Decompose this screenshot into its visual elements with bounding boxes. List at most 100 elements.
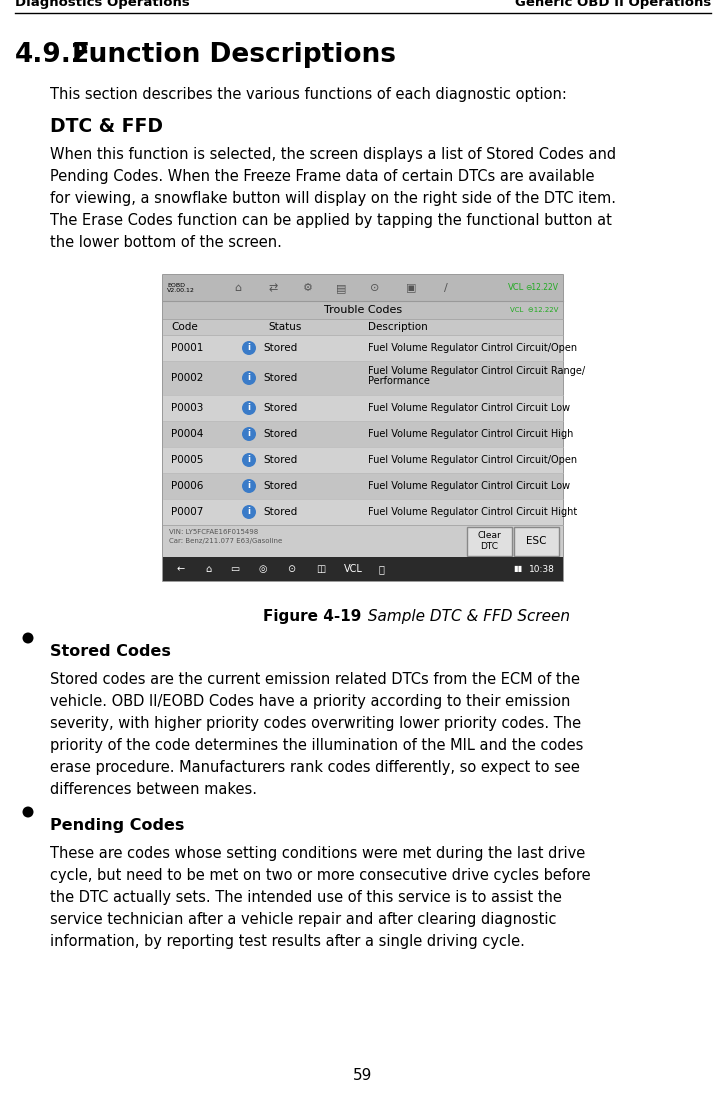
Bar bbox=[163, 525, 563, 557]
FancyBboxPatch shape bbox=[513, 526, 558, 556]
Text: service technician after a vehicle repair and after clearing diagnostic: service technician after a vehicle repai… bbox=[50, 912, 557, 927]
Bar bbox=[163, 335, 563, 361]
Text: Fuel Volume Regulator Cintrol Circuit/Open: Fuel Volume Regulator Cintrol Circuit/Op… bbox=[368, 455, 577, 465]
Text: ⊖12.22V: ⊖12.22V bbox=[525, 284, 558, 293]
Text: 4.9.2: 4.9.2 bbox=[15, 42, 90, 69]
Text: VIN: LY5FCFAE16F015498: VIN: LY5FCFAE16F015498 bbox=[169, 529, 258, 535]
Text: Stored: Stored bbox=[263, 507, 297, 517]
Text: ⌂: ⌂ bbox=[234, 283, 242, 293]
Bar bbox=[163, 319, 563, 335]
Text: P0004: P0004 bbox=[171, 429, 203, 439]
Text: Fuel Volume Regulator Cintrol Circuit Range/: Fuel Volume Regulator Cintrol Circuit Ra… bbox=[368, 366, 585, 376]
Circle shape bbox=[23, 807, 33, 818]
Text: the lower bottom of the screen.: the lower bottom of the screen. bbox=[50, 235, 282, 250]
Text: The Erase Codes function can be applied by tapping the functional button at: The Erase Codes function can be applied … bbox=[50, 213, 612, 228]
Text: ⬧: ⬧ bbox=[378, 564, 384, 573]
Text: i: i bbox=[248, 507, 250, 516]
Text: vehicle. OBD II/EOBD Codes have a priority according to their emission: vehicle. OBD II/EOBD Codes have a priori… bbox=[50, 694, 571, 709]
Text: P0002: P0002 bbox=[171, 373, 203, 383]
Text: Stored: Stored bbox=[263, 429, 297, 439]
Text: P0003: P0003 bbox=[171, 403, 203, 413]
Bar bbox=[163, 557, 563, 581]
Text: VCL: VCL bbox=[343, 564, 362, 573]
Text: ⚙: ⚙ bbox=[303, 283, 313, 293]
Text: /: / bbox=[444, 283, 448, 293]
Text: i: i bbox=[248, 430, 250, 439]
Text: Stored: Stored bbox=[263, 343, 297, 352]
Text: DTC & FFD: DTC & FFD bbox=[50, 117, 163, 136]
Text: Fuel Volume Regulator Cintrol Circuit Low: Fuel Volume Regulator Cintrol Circuit Lo… bbox=[368, 481, 570, 491]
Text: Trouble Codes: Trouble Codes bbox=[324, 305, 402, 315]
Text: Function Descriptions: Function Descriptions bbox=[72, 42, 396, 69]
Text: Stored: Stored bbox=[263, 373, 297, 383]
Text: ▭: ▭ bbox=[230, 564, 240, 573]
Bar bbox=[163, 361, 563, 394]
Text: erase procedure. Manufacturers rank codes differently, so expect to see: erase procedure. Manufacturers rank code… bbox=[50, 760, 580, 775]
Text: Figure 4-19: Figure 4-19 bbox=[263, 609, 361, 624]
Text: i: i bbox=[248, 455, 250, 464]
Text: EOBD
V2.00.12: EOBD V2.00.12 bbox=[167, 283, 195, 294]
Bar bbox=[163, 275, 563, 301]
Circle shape bbox=[242, 427, 256, 441]
Text: ◫: ◫ bbox=[317, 564, 326, 573]
Text: 59: 59 bbox=[354, 1069, 372, 1083]
Text: VCL  ⊖12.22V: VCL ⊖12.22V bbox=[510, 307, 558, 313]
Text: ◎: ◎ bbox=[258, 564, 267, 573]
Text: Diagnostics Operations: Diagnostics Operations bbox=[15, 0, 189, 9]
Text: Fuel Volume Regulator Cintrol Circuit/Open: Fuel Volume Regulator Cintrol Circuit/Op… bbox=[368, 343, 577, 352]
Text: cycle, but need to be met on two or more consecutive drive cycles before: cycle, but need to be met on two or more… bbox=[50, 869, 591, 883]
Text: i: i bbox=[248, 344, 250, 352]
Text: Fuel Volume Regulator Cintrol Circuit High: Fuel Volume Regulator Cintrol Circuit Hi… bbox=[368, 429, 574, 439]
Text: This section describes the various functions of each diagnostic option:: This section describes the various funct… bbox=[50, 87, 567, 102]
Text: priority of the code determines the illumination of the MIL and the codes: priority of the code determines the illu… bbox=[50, 738, 584, 753]
Text: Car: Benz/211.077 E63/Gasoline: Car: Benz/211.077 E63/Gasoline bbox=[169, 538, 282, 544]
Text: ▣: ▣ bbox=[406, 283, 416, 293]
Text: Generic OBD II Operations: Generic OBD II Operations bbox=[515, 0, 711, 9]
Text: Stored Codes: Stored Codes bbox=[50, 644, 171, 659]
Text: ESC: ESC bbox=[526, 536, 546, 546]
Text: severity, with higher priority codes overwriting lower priority codes. The: severity, with higher priority codes ove… bbox=[50, 716, 581, 732]
Text: ←: ← bbox=[177, 564, 185, 573]
Text: ▮▮: ▮▮ bbox=[514, 565, 523, 573]
Text: Description: Description bbox=[368, 322, 428, 332]
Text: Pending Codes. When the Freeze Frame data of certain DTCs are available: Pending Codes. When the Freeze Frame dat… bbox=[50, 169, 595, 185]
Text: ⌂: ⌂ bbox=[205, 564, 211, 573]
Circle shape bbox=[242, 401, 256, 415]
Bar bbox=[163, 499, 563, 525]
Text: ⊙: ⊙ bbox=[370, 283, 380, 293]
Text: Fuel Volume Regulator Cintrol Circuit Hight: Fuel Volume Regulator Cintrol Circuit Hi… bbox=[368, 507, 577, 517]
Circle shape bbox=[242, 371, 256, 385]
Text: ⇄: ⇄ bbox=[269, 283, 277, 293]
Text: P0005: P0005 bbox=[171, 455, 203, 465]
Text: Stored: Stored bbox=[263, 403, 297, 413]
Bar bbox=[163, 421, 563, 448]
Text: Clear
DTC: Clear DTC bbox=[477, 532, 501, 550]
Text: When this function is selected, the screen displays a list of Stored Codes and: When this function is selected, the scre… bbox=[50, 147, 616, 162]
Text: Stored: Stored bbox=[263, 481, 297, 491]
Text: i: i bbox=[248, 482, 250, 491]
Text: 10:38: 10:38 bbox=[529, 565, 555, 573]
Bar bbox=[163, 275, 563, 581]
Text: Performance: Performance bbox=[368, 376, 430, 386]
Text: information, by reporting test results after a single driving cycle.: information, by reporting test results a… bbox=[50, 934, 525, 949]
Text: i: i bbox=[248, 373, 250, 382]
Text: These are codes whose setting conditions were met during the last drive: These are codes whose setting conditions… bbox=[50, 846, 585, 861]
Text: P0001: P0001 bbox=[171, 343, 203, 352]
Text: ⊙: ⊙ bbox=[287, 564, 295, 573]
Circle shape bbox=[242, 341, 256, 355]
Text: Stored: Stored bbox=[263, 455, 297, 465]
Text: the DTC actually sets. The intended use of this service is to assist the: the DTC actually sets. The intended use … bbox=[50, 890, 562, 905]
Text: Stored codes are the current emission related DTCs from the ECM of the: Stored codes are the current emission re… bbox=[50, 672, 580, 687]
Bar bbox=[163, 394, 563, 421]
Text: Code: Code bbox=[171, 322, 197, 332]
Text: ▤: ▤ bbox=[335, 283, 346, 293]
Text: Fuel Volume Regulator Cintrol Circuit Low: Fuel Volume Regulator Cintrol Circuit Lo… bbox=[368, 403, 570, 413]
Text: P0007: P0007 bbox=[171, 507, 203, 517]
Circle shape bbox=[242, 505, 256, 519]
Bar bbox=[163, 448, 563, 473]
Text: Pending Codes: Pending Codes bbox=[50, 818, 184, 833]
Text: differences between makes.: differences between makes. bbox=[50, 782, 257, 797]
Text: Status: Status bbox=[268, 322, 301, 332]
Text: i: i bbox=[248, 403, 250, 412]
Text: VCL: VCL bbox=[508, 284, 524, 293]
